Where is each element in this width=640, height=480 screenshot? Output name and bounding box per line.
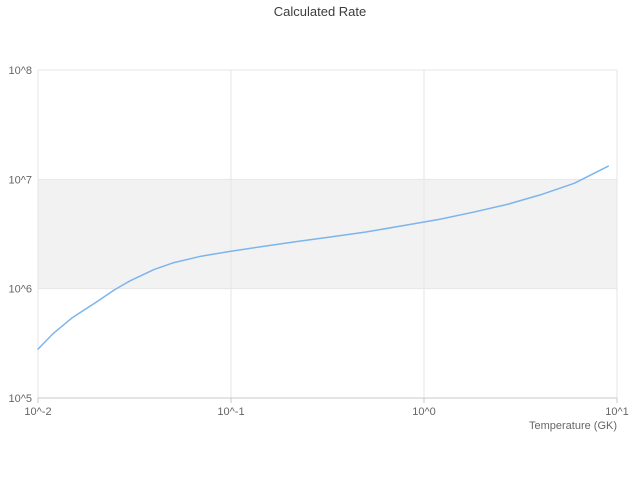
y-tick-label: 10^7: [8, 174, 32, 186]
y-tick-label: 10^5: [8, 393, 32, 405]
y-tick-label: 10^6: [8, 284, 32, 296]
x-tick-label: 10^1: [605, 406, 629, 418]
y-tick-label: 10^8: [8, 65, 32, 77]
x-axis-title: Temperature (GK): [528, 420, 617, 432]
rate-line: [37, 165, 609, 350]
x-tick-label: 10^0: [412, 406, 436, 418]
x-tick-label: 10^-2: [24, 406, 51, 418]
chart-title: Calculated Rate: [273, 4, 367, 19]
x-tick-label: 10^-1: [217, 406, 244, 418]
plot-band: [38, 179, 617, 289]
